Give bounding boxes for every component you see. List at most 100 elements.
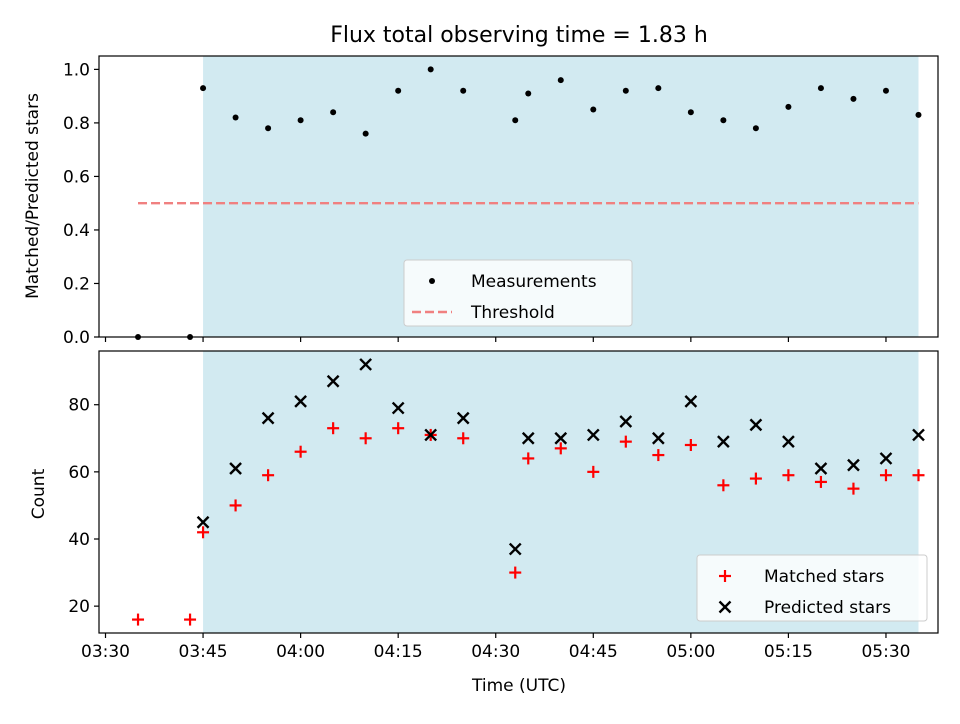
bottom-series1-point-0	[196, 515, 210, 529]
top-series0-point-21	[817, 85, 824, 92]
bottom-series1-point-13	[619, 415, 633, 428]
bottom-series0-point-2	[197, 526, 210, 539]
bottom-series0-point-10	[457, 432, 470, 445]
bottom-series1-point-20	[847, 458, 860, 472]
bottom-series0-point-24	[912, 469, 925, 482]
bottom-series0-point-14	[587, 465, 600, 478]
top-series0-point-7	[362, 130, 369, 137]
bottom-legend-label-0: Matched stars	[764, 567, 884, 587]
bottom-legend-swatch-1	[718, 600, 732, 614]
x-tick-label-5: 04:45	[569, 642, 618, 662]
bottom-series0-point-19	[749, 472, 762, 485]
top-y-tick-label-3: 0.6	[63, 167, 90, 187]
bottom-series0-point-21	[814, 475, 827, 488]
top-series0-point-11	[512, 117, 519, 124]
bottom-series1-point-1-b	[229, 462, 242, 475]
bottom-series0-point-6	[327, 422, 340, 435]
bottom-series1-point-22-b	[912, 428, 925, 442]
top-series0-point-15	[622, 87, 629, 94]
bottom-series1-point-5	[359, 358, 373, 371]
bottom-series1-point-11-b	[554, 431, 568, 445]
bottom-series1-point-4	[326, 374, 340, 388]
top-y-axis-label: Matched/Predicted stars	[23, 93, 43, 299]
bottom-series1-point-0-b	[196, 515, 210, 529]
top-series0-point-18	[720, 117, 727, 124]
top-legend-label-0: Measurements	[471, 272, 597, 292]
bottom-series0-point-5	[294, 445, 307, 458]
bottom-series0-point-18	[717, 479, 730, 492]
bottom-series1-point-22	[912, 428, 925, 442]
top-y-tick-label-5: 1.0	[63, 60, 90, 80]
bottom-y-tick-label-2: 60	[68, 463, 90, 483]
bottom-series0-point-15	[619, 435, 632, 448]
bottom-series1-point-14-b	[651, 431, 665, 445]
bottom-series1-point-2	[261, 411, 275, 425]
bottom-series1-point-9-b	[508, 542, 522, 556]
top-series0-point-10	[460, 87, 467, 94]
bottom-series1-point-6-b	[391, 401, 405, 415]
bottom-series1-point-17-b	[749, 418, 763, 432]
bottom-series1-point-3-b	[294, 395, 307, 408]
top-series0-point-2	[200, 85, 207, 92]
bottom-series0-point-13	[554, 442, 567, 455]
bottom-series0-point-3	[229, 499, 242, 512]
x-tick-label-0: 03:30	[81, 642, 130, 662]
bottom-series1-point-8-b	[456, 411, 470, 425]
bottom-series1-point-17	[749, 418, 763, 432]
bottom-series1-point-6	[391, 401, 405, 415]
top-series0-point-12	[525, 90, 532, 97]
top-y-tick-label-1: 0.2	[63, 274, 90, 294]
chart-title: Flux total observing time = 1.83 h	[330, 23, 708, 48]
top-y-tick-label-2: 0.4	[63, 221, 90, 241]
bottom-legend-label-1: Predicted stars	[764, 598, 891, 618]
top-series0-point-6	[330, 109, 337, 116]
bottom-y-tick-label-1: 40	[68, 530, 90, 550]
top-series0-point-9	[427, 66, 434, 73]
bottom-series0-point-23	[879, 469, 892, 482]
top-axes-frame	[98, 55, 939, 338]
bottom-series1-point-19-b	[814, 462, 828, 475]
top-series0-point-17	[687, 109, 694, 116]
bottom-y-tick-label-0: 20	[68, 597, 90, 617]
top-series0-point-5	[297, 117, 304, 124]
top-y-tick-label-0: 0.0	[63, 328, 90, 348]
bottom-series1-point-12-b	[586, 428, 600, 442]
top-series0-point-24	[915, 111, 922, 118]
x-tick-label-4: 04:30	[471, 642, 520, 662]
top-series0-point-13	[557, 77, 564, 84]
bottom-series1-point-10-b	[521, 431, 535, 445]
bottom-series1-point-12	[586, 428, 600, 442]
top-series0-point-19	[752, 125, 759, 132]
top-series0-point-8	[395, 87, 402, 94]
bottom-series1-point-7-b	[424, 428, 438, 442]
bottom-series1-point-21	[879, 452, 893, 465]
top-series0-point-3	[232, 114, 239, 121]
bottom-y-tick-label-3: 80	[68, 396, 90, 416]
x-tick-label-6: 05:00	[666, 642, 715, 662]
x-tick-label-1: 03:45	[179, 642, 228, 662]
bottom-series1-point-7	[424, 428, 438, 442]
bottom-series0-point-20	[782, 469, 795, 482]
bottom-series1-point-5-b	[359, 358, 373, 371]
top-series0-point-23	[882, 87, 889, 94]
bottom-series1-point-8	[456, 411, 470, 425]
bottom-series0-point-16	[652, 449, 665, 462]
top-y-tick-label-4: 0.8	[63, 114, 90, 134]
bottom-series1-point-19	[814, 462, 828, 475]
top-series0-point-4	[265, 125, 272, 132]
top-legend-label-1: Threshold	[470, 303, 555, 323]
bottom-series1-point-15	[684, 395, 698, 408]
bottom-series1-point-11	[554, 431, 568, 445]
bottom-series1-point-13-b	[619, 415, 633, 428]
bottom-series1-point-21-b	[879, 452, 893, 465]
top-series0-point-14	[590, 106, 597, 113]
bottom-legend-swatch-1-b	[718, 600, 732, 614]
bottom-axes-frame	[98, 350, 939, 634]
top-series0-point-16	[655, 85, 662, 92]
x-tick-label-3: 04:15	[374, 642, 423, 662]
x-tick-label-8: 05:30	[861, 642, 910, 662]
bottom-series0-point-1	[184, 613, 197, 626]
bottom-series1-point-18-b	[782, 435, 795, 448]
